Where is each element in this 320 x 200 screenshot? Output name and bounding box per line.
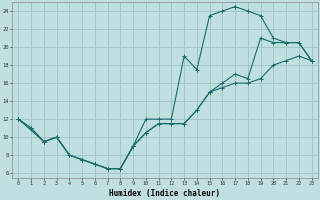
X-axis label: Humidex (Indice chaleur): Humidex (Indice chaleur): [109, 189, 220, 198]
